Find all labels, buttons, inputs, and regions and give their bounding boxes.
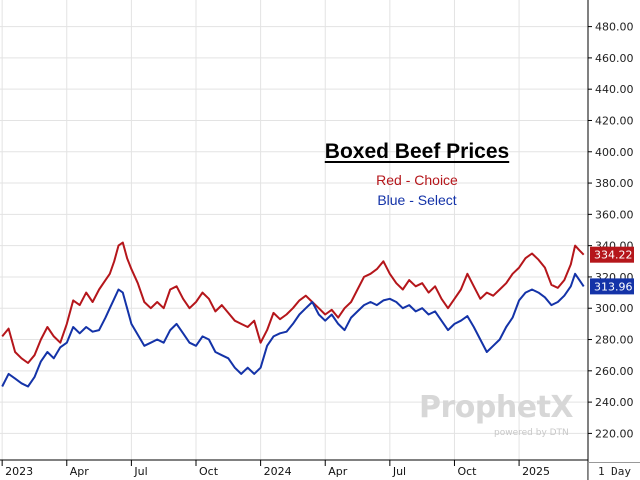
last-value-badge-choice: 334.22 [590,246,634,263]
y-tick-label: 280.00 [595,334,634,347]
y-tick-label: 220.00 [595,427,634,440]
y-tick-label: 480.00 [595,21,634,34]
y-tick-label: 260.00 [595,365,634,378]
x-tick-label: 2024 [264,465,292,478]
x-tick-label: Jul [133,465,147,478]
x-axis-ticks: 2023 Apr Jul Oct 2024 Apr Jul Oct 2025 [1,460,550,478]
y-tick-label: 300.00 [595,302,634,315]
y-tick-label: 240.00 [595,396,634,409]
y-axis-ticks: 220.00240.00260.00280.00300.00320.00340.… [588,21,634,440]
series-layer [1,241,585,388]
timeframe-selector[interactable]: 1 Day [588,462,640,480]
x-tick-label: Oct [199,465,219,478]
y-tick-label: 380.00 [595,177,634,190]
chart-title: Boxed Beef Prices [324,140,510,163]
y-tick-label: 460.00 [595,52,634,65]
y-tick-label: 420.00 [595,114,634,127]
x-tick-label: Jul [392,465,406,478]
last-value-text: 334.22 [594,249,633,262]
y-tick-label: 360.00 [595,208,634,221]
y-tick-label: 400.00 [595,146,634,159]
watermark-logo: ProphetX [419,390,574,425]
x-tick-label: 2025 [522,465,550,478]
legend-select: Blue - Select [377,192,457,208]
last-value-badge-select: 313.96 [590,278,634,295]
y-tick-label: 440.00 [595,83,634,96]
legend-choice: Red - Choice [376,172,458,188]
last-value-badges: 334.22 313.96 [590,246,634,295]
x-tick-label: Oct [457,465,477,478]
x-tick-label: Apr [328,465,348,478]
grid [0,0,588,460]
last-value-text: 313.96 [594,280,633,293]
x-tick-label: 2023 [5,465,33,478]
series-line-select [1,272,585,388]
watermark-subtext: powered by DTN [494,428,569,438]
x-tick-label: Apr [70,465,90,478]
series-line-choice [1,241,585,364]
